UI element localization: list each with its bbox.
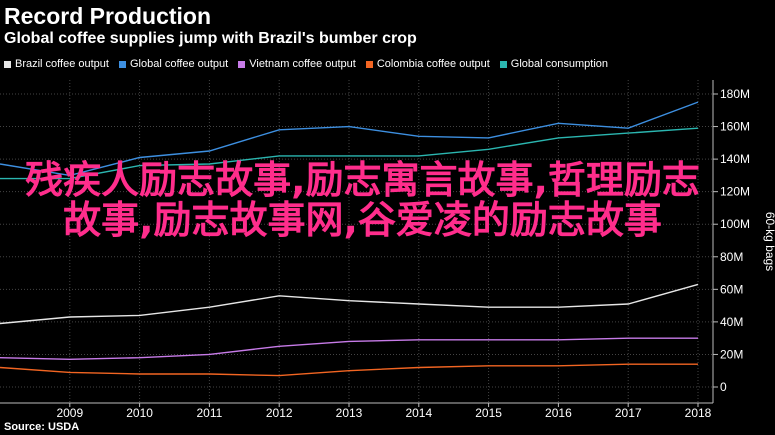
- legend-swatch: [238, 60, 246, 68]
- x-tick-label: 2015: [475, 406, 502, 420]
- y-tick-label: 100M: [720, 217, 750, 231]
- legend-item: Global consumption: [499, 58, 609, 70]
- legend-swatch: [4, 60, 11, 68]
- overlay-watermark-text: 残疾人励志故事,励志寓言故事,哲理励志故事,励志故事网,谷爱凌的励志故事: [25, 158, 700, 242]
- legend-label: Vietnam coffee output: [249, 58, 356, 70]
- series-line: [0, 101, 699, 177]
- legend-swatch: [499, 60, 507, 68]
- y-tick-label: 40M: [720, 315, 743, 329]
- y-tick-label: 20M: [720, 347, 743, 361]
- y-axis-title: 60-kg bags: [763, 212, 775, 271]
- chart-subtitle: Global coffee supplies jump with Brazil'…: [4, 30, 417, 47]
- legend-swatch: [118, 60, 126, 68]
- y-tick-label: 0: [720, 380, 727, 394]
- series-line: [0, 283, 699, 325]
- y-tick-label: 160M: [720, 120, 750, 134]
- y-tick-label: 80M: [720, 250, 743, 264]
- y-tick-label: 60M: [720, 282, 743, 296]
- x-tick-label: 2013: [336, 406, 363, 420]
- y-tick-label: 140M: [720, 152, 750, 166]
- x-tick-label: 2018: [685, 406, 712, 420]
- x-tick-label: 2009: [56, 406, 83, 420]
- legend-item: Global coffee output: [118, 58, 229, 70]
- legend-label: Colombia coffee output: [376, 58, 490, 70]
- legend-item: Brazil coffee output: [4, 58, 109, 70]
- legend-swatch: [365, 60, 373, 68]
- legend-item: Colombia coffee output: [365, 58, 490, 70]
- legend: Brazil coffee output Global coffee outpu…: [4, 58, 608, 70]
- x-tick-label: 2017: [615, 406, 642, 420]
- x-tick-label: 2010: [126, 406, 153, 420]
- series-line: [0, 127, 699, 180]
- x-tick-label: 2014: [405, 406, 432, 420]
- y-tick-label: 180M: [720, 87, 750, 101]
- series-line: [0, 337, 698, 361]
- y-tick-label: 120M: [720, 185, 750, 199]
- chart-title: Record Production: [4, 3, 212, 29]
- x-tick-label: 2016: [545, 406, 572, 420]
- x-tick-label: 2012: [266, 406, 293, 420]
- legend-label: Global coffee output: [129, 58, 229, 70]
- source-note: Source: USDA: [4, 421, 80, 433]
- x-tick-label: 2011: [196, 406, 222, 420]
- series-line: [0, 363, 698, 377]
- legend-label: Brazil coffee output: [15, 58, 109, 70]
- legend-label: Global consumption: [510, 58, 609, 70]
- legend-item: Vietnam coffee output: [238, 58, 356, 70]
